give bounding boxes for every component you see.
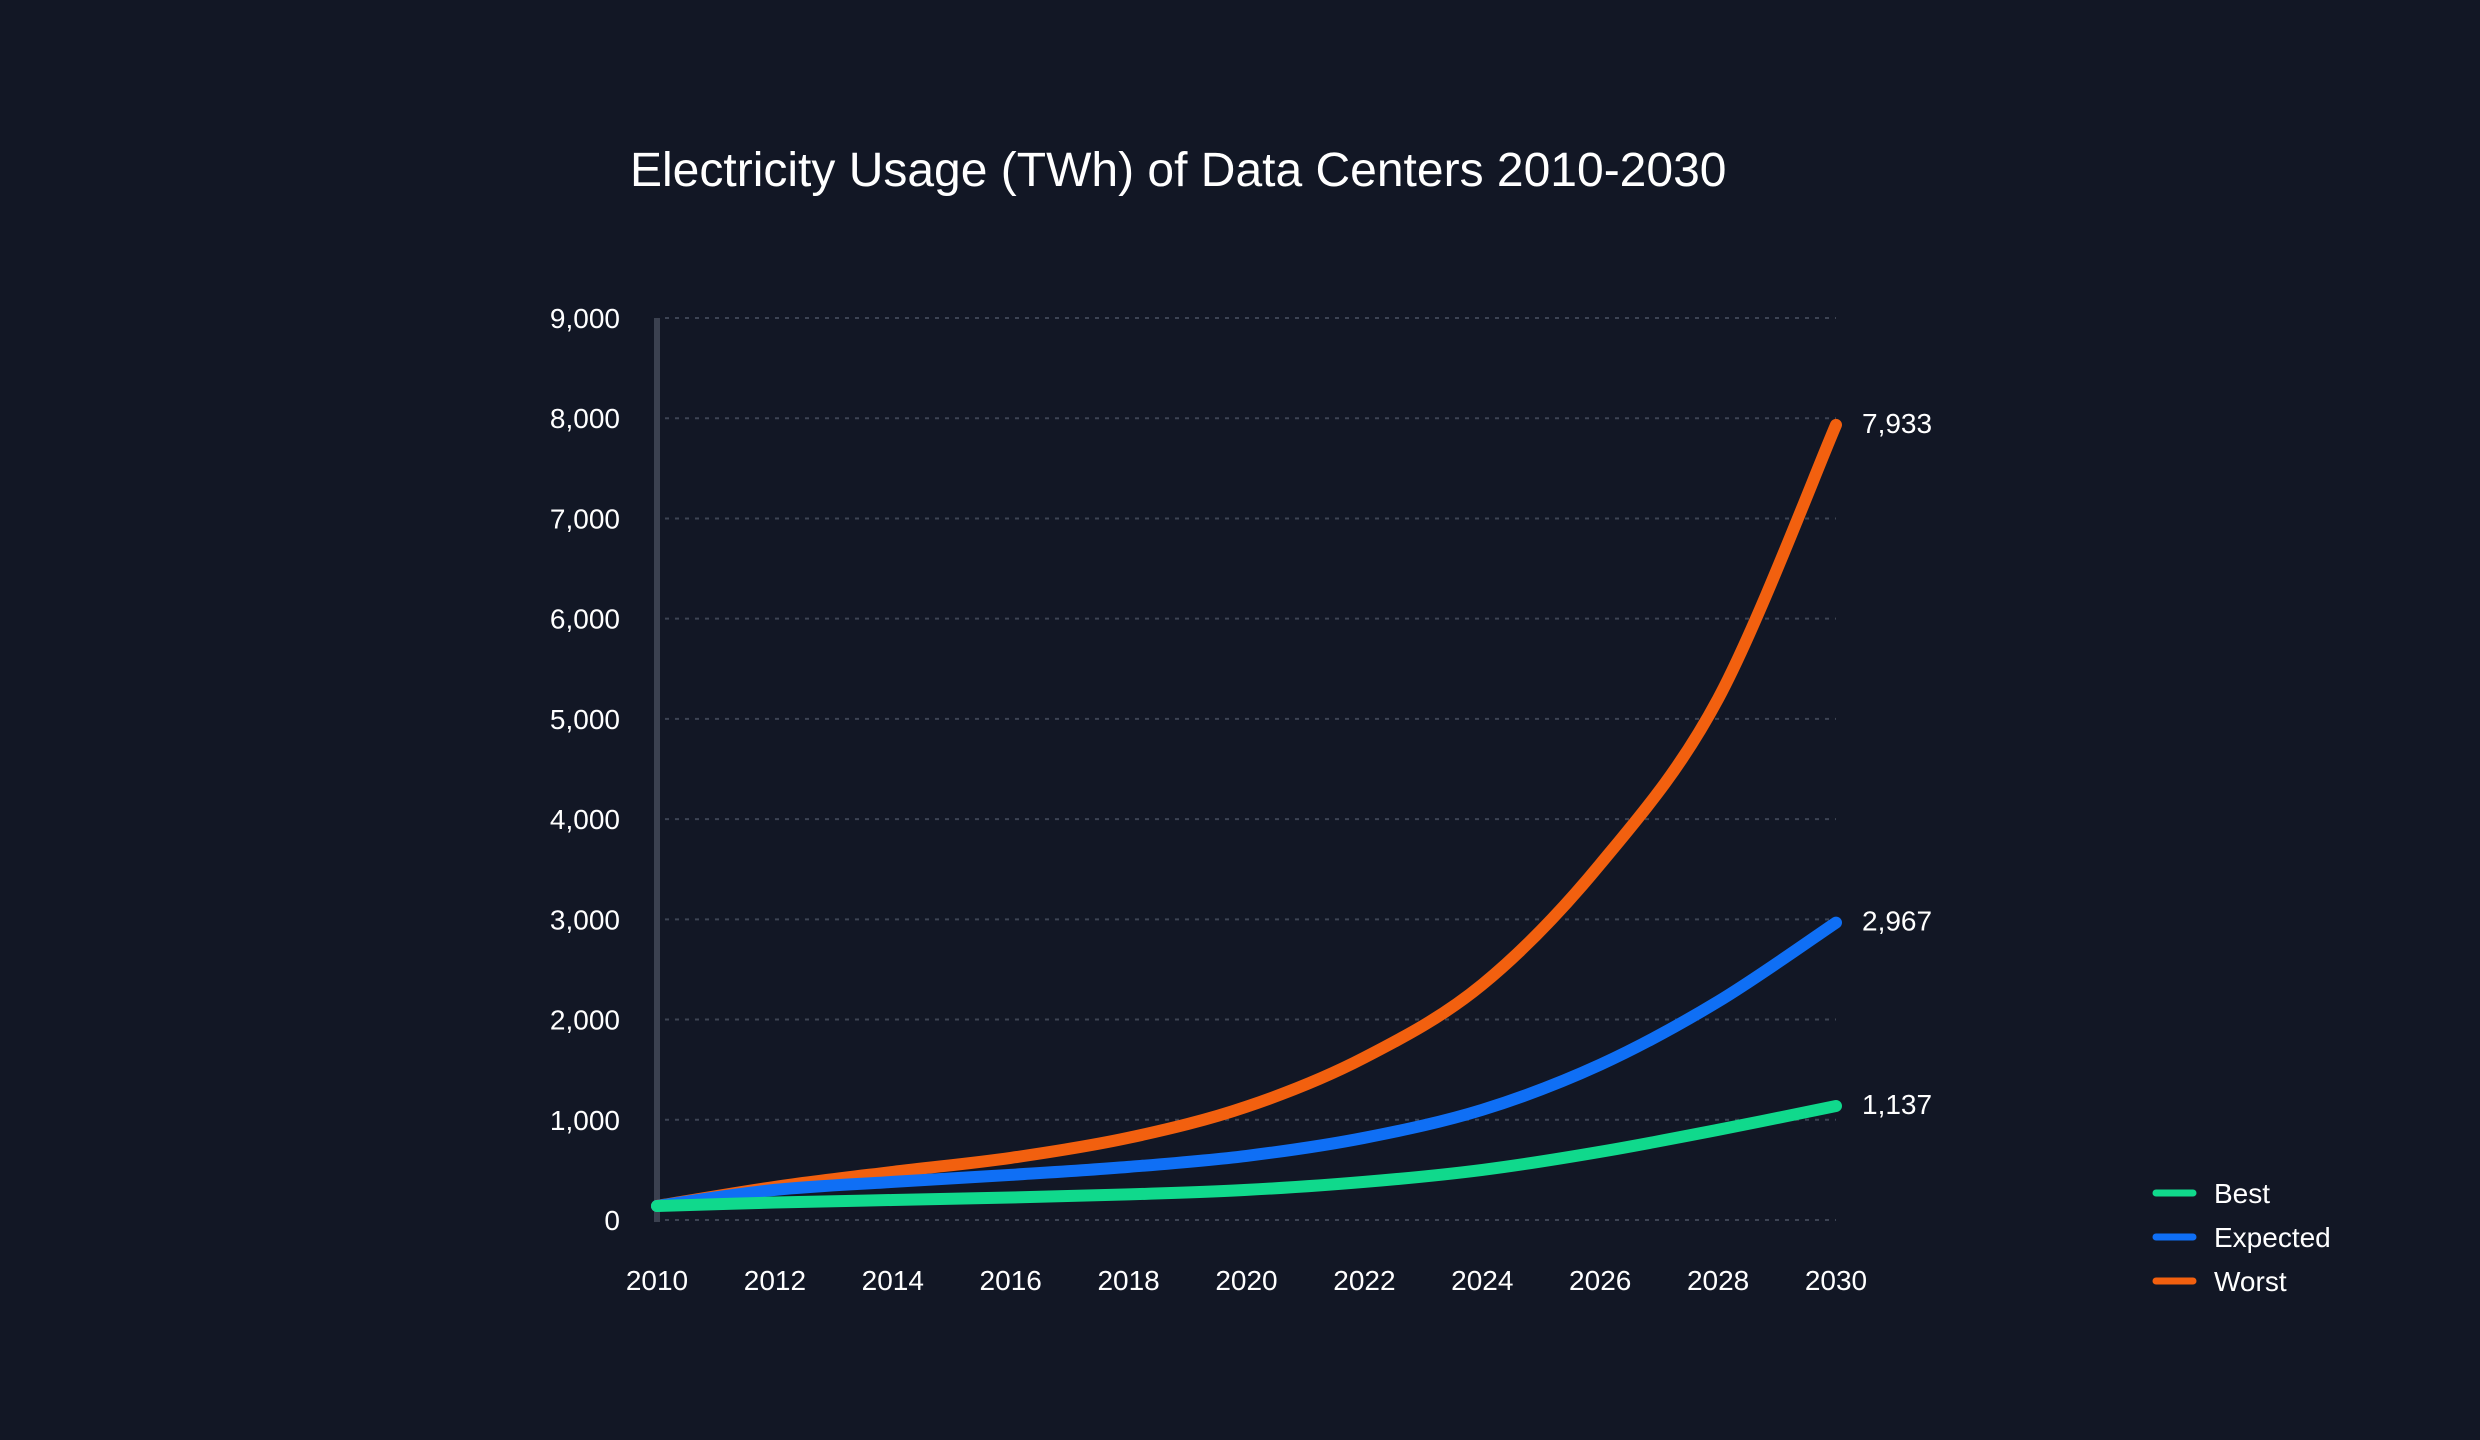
x-tick-label: 2012	[744, 1265, 806, 1296]
end-label-expected: 2,967	[1862, 906, 1932, 937]
x-tick-label: 2026	[1569, 1265, 1631, 1296]
legend-label: Best	[2214, 1178, 2270, 1209]
y-tick-label: 5,000	[550, 704, 620, 735]
x-tick-label: 2016	[980, 1265, 1042, 1296]
end-label-best: 1,137	[1862, 1089, 1932, 1120]
series-line-expected	[651, 916, 1842, 1212]
grid-layer	[665, 317, 1836, 1221]
y-tick-label: 1,000	[550, 1105, 620, 1136]
chart-title: Electricity Usage (TWh) of Data Centers …	[630, 144, 1726, 197]
legend-item-worst: Worst	[2152, 1266, 2287, 1297]
y-tick-label: 7,000	[550, 503, 620, 534]
legend-item-best: Best	[2152, 1178, 2270, 1209]
y-tick-label: 4,000	[550, 804, 620, 835]
legend-item-expected: Expected	[2152, 1222, 2331, 1253]
y-tick-label: 2,000	[550, 1005, 620, 1036]
legend: Best Expected Worst	[2152, 1178, 2331, 1297]
end-labels: 7,933 2,967 1,137	[1862, 408, 1932, 1120]
legend-label: Worst	[2214, 1266, 2287, 1297]
y-tick-label: 0	[604, 1205, 620, 1236]
x-tick-label: 2028	[1687, 1265, 1749, 1296]
y-tick-label: 8,000	[550, 403, 620, 434]
x-tick-label: 2024	[1451, 1265, 1513, 1296]
x-tick-label: 2020	[1215, 1265, 1277, 1296]
x-tick-label: 2018	[1097, 1265, 1159, 1296]
legend-label: Expected	[2214, 1222, 2331, 1253]
x-tick-label: 2030	[1805, 1265, 1867, 1296]
x-tick-label: 2014	[862, 1265, 924, 1296]
y-tick-label: 6,000	[550, 604, 620, 635]
y-tick-label: 9,000	[550, 303, 620, 334]
y-tick-labels: 0 1,000 2,000 3,000 4,000 5,000 6,000 7,000 8,00…	[550, 303, 620, 1236]
y-tick-label: 3,000	[550, 904, 620, 935]
series-layer	[651, 418, 1842, 1212]
series-line-best	[651, 1100, 1842, 1212]
x-tick-labels: 2010 2012 2014 2016 2018 2020 2022 2024 2026 2028…	[626, 1265, 1867, 1296]
end-label-worst: 7,933	[1862, 408, 1932, 439]
x-tick-label: 2022	[1333, 1265, 1395, 1296]
x-tick-label: 2010	[626, 1265, 688, 1296]
series-line-worst	[651, 418, 1842, 1212]
